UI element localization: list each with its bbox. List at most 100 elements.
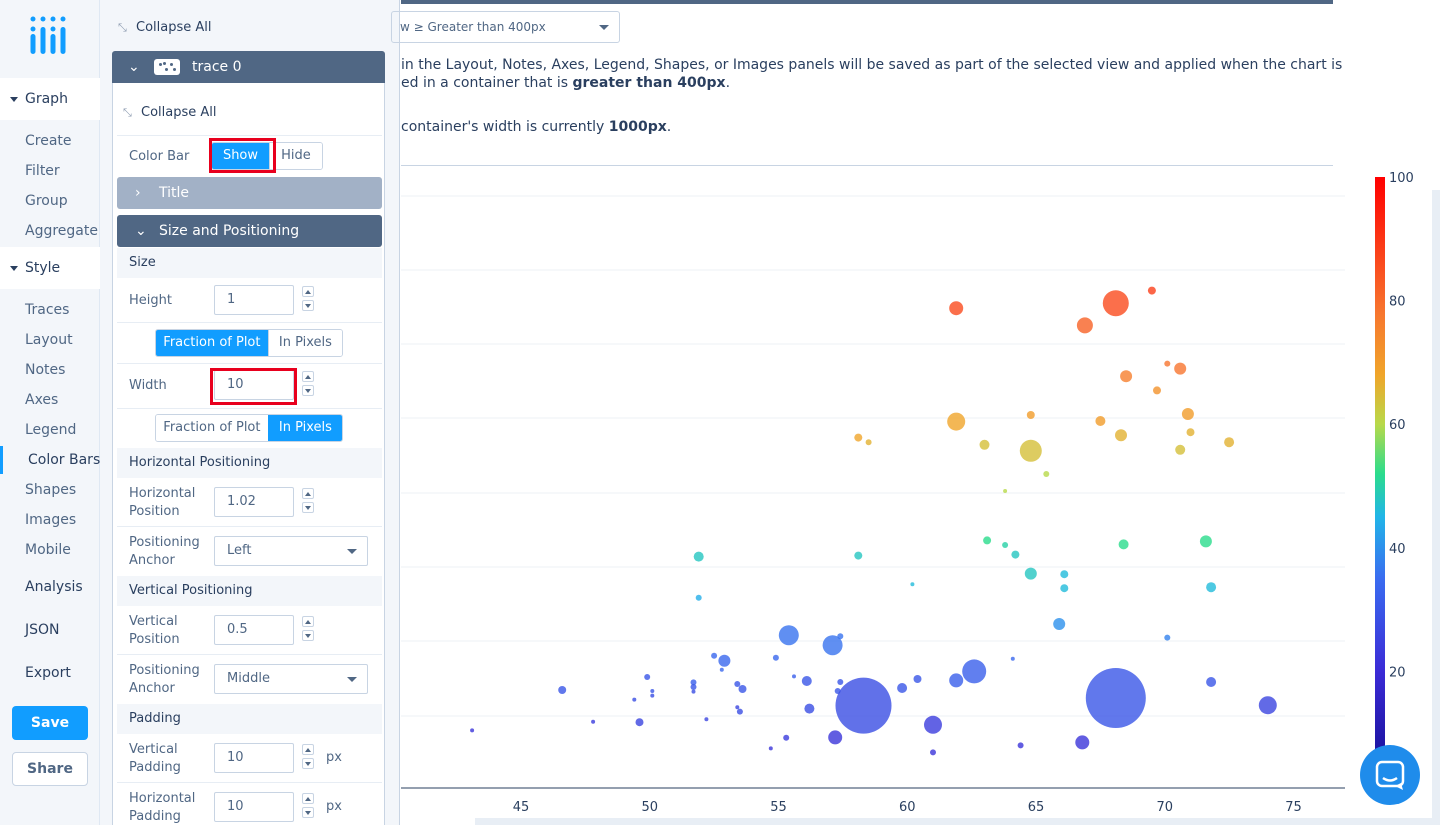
horizontal-position-stepper[interactable] [302,488,314,516]
vertical-padding-label: Vertical Padding [129,742,181,775]
nav-item-filter[interactable]: Filter [25,163,60,179]
vertical-position-input[interactable]: 0.5 [214,615,294,645]
nav-item-notes[interactable]: Notes [25,362,66,378]
height-pixels-button[interactable]: In Pixels [267,330,342,356]
decrement-icon[interactable] [302,630,314,641]
share-button[interactable]: Share [12,752,88,786]
horizontal-position-label: Horizontal Position [129,486,196,519]
title-section-header[interactable]: › Title [117,177,382,209]
active-indicator [0,446,3,474]
increment-icon[interactable] [302,616,314,627]
divider [117,363,382,364]
divider [117,782,382,783]
vertical-padding-input[interactable]: 10 [214,743,294,773]
collapse-icon: ⤡ [123,106,132,119]
decrement-icon[interactable] [302,300,314,311]
decrement-icon[interactable] [302,385,314,396]
save-button[interactable]: Save [12,706,88,740]
nav-item-mobile[interactable]: Mobile [25,542,71,558]
vertical-scrollbar[interactable] [1432,190,1440,825]
nav-item-export[interactable]: Export [25,665,71,681]
color-bar-label: Color Bar [129,149,190,164]
chevron-right-icon: › [135,185,141,201]
left-nav: Graph Create Filter Group Aggregate Styl… [0,0,100,825]
decrement-icon[interactable] [302,807,314,818]
horizontal-padding-label: Horizontal Padding [129,791,196,824]
horizontal-anchor-dropdown[interactable]: Left [214,536,368,566]
nav-section-style[interactable]: Style [0,247,100,289]
horizontal-padding-unit: px [326,799,342,814]
increment-icon[interactable] [302,744,314,755]
vertical-anchor-dropdown[interactable]: Middle [214,664,368,694]
width-fraction-button[interactable]: Fraction of Plot [156,415,268,441]
divider [117,654,382,655]
plotly-logo-icon [30,16,66,54]
collapse-icon: ⤡ [118,21,127,34]
decrement-icon[interactable] [302,758,314,769]
color-bar-show-button[interactable]: Show [212,143,269,169]
divider [117,135,382,136]
nav-item-legend[interactable]: Legend [25,422,77,438]
view-message-line1: in the Layout, Notes, Axes, Legend, Shap… [401,57,1343,73]
horizontal-scrollbar[interactable] [475,818,1440,825]
trace-body: ⤡ Collapse All Color Bar Show Hide › Title… [112,83,385,825]
vertical-padding-stepper[interactable] [302,744,314,772]
height-mode-toggle: Fraction of Plot In Pixels [155,329,343,357]
vertical-position-stepper[interactable] [302,616,314,644]
nav-section-graph[interactable]: Graph [0,78,100,120]
nav-item-color-bars[interactable]: Color Bars [28,452,101,468]
size-section-header[interactable]: ⌄ Size and Positioning [117,215,382,247]
width-mode-toggle: Fraction of Plot In Pixels [155,414,343,442]
increment-icon[interactable] [302,286,314,297]
nav-item-aggregate[interactable]: Aggregate [25,223,98,239]
width-input[interactable]: 10 [214,370,294,400]
nav-item-images[interactable]: Images [25,512,77,528]
trace-header[interactable]: ⌄ trace 0 [112,51,385,83]
horizontal-padding-stepper[interactable] [302,793,314,821]
width-stepper[interactable] [302,371,314,399]
padding-group: Padding [117,704,382,734]
highlight-box [209,138,276,173]
height-label: Height [129,293,172,308]
size-group: Size [117,248,382,278]
chevron-down-icon: ⌄ [128,59,140,75]
height-fraction-button[interactable]: Fraction of Plot [156,330,268,356]
collapse-all-inner[interactable]: ⤡ Collapse All [123,105,217,120]
chat-launcher-button[interactable] [1360,745,1420,805]
nav-item-group[interactable]: Group [25,193,68,209]
vertical-anchor-label: Positioning Anchor [129,663,200,696]
chat-icon [1375,760,1405,790]
decrement-icon[interactable] [302,502,314,513]
collapse-all-top[interactable]: ⤡ Collapse All [118,20,212,35]
height-input[interactable]: 1 [214,285,294,315]
horizontal-position-input[interactable]: 1.02 [214,487,294,517]
increment-icon[interactable] [302,793,314,804]
increment-icon[interactable] [302,371,314,382]
nav-item-json[interactable]: JSON [25,622,60,638]
view-select-dropdown[interactable]: w ≥ Greater than 400px [391,11,620,43]
vertical-padding-unit: px [326,750,342,765]
horizontal-anchor-label: Positioning Anchor [129,535,200,568]
divider [117,408,382,409]
chevron-down-icon: ⌄ [135,223,147,239]
nav-item-traces[interactable]: Traces [25,302,70,318]
nav-item-axes[interactable]: Axes [25,392,59,408]
scatter-trace-icon [154,59,180,75]
divider [117,322,382,323]
top-bar [401,0,1333,4]
height-stepper[interactable] [302,286,314,314]
vertical-position-label: Vertical Position [129,614,180,647]
width-pixels-button[interactable]: In Pixels [267,415,342,441]
nav-item-create[interactable]: Create [25,133,72,149]
horizontal-positioning-group: Horizontal Positioning [117,448,382,478]
caret-down-icon [10,265,18,271]
horizontal-padding-input[interactable]: 10 [214,792,294,822]
view-message-line2: ed in a container that is greater than 4… [401,75,731,91]
color-bar-hide-button[interactable]: Hide [268,143,322,169]
nav-item-analysis[interactable]: Analysis [25,579,83,595]
vertical-positioning-group: Vertical Positioning [117,576,382,606]
nav-item-layout[interactable]: Layout [25,332,73,348]
nav-item-shapes[interactable]: Shapes [25,482,77,498]
increment-icon[interactable] [302,488,314,499]
main-area: w ≥ Greater than 400px in the Layout, No… [391,0,1440,825]
